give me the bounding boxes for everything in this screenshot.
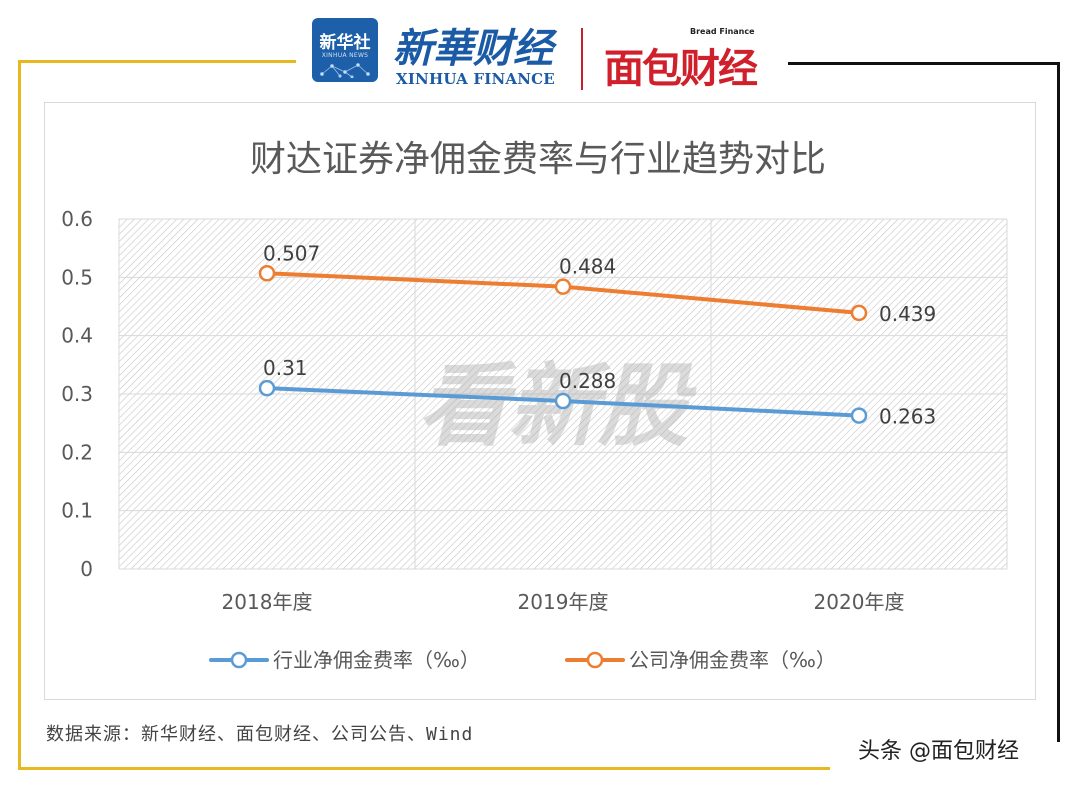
xinhua-badge-text: 新华社 [319,33,371,53]
y-axis-ticks: 0 0.1 0.2 0.3 0.4 0.5 0.6 [61,207,93,581]
data-source-note: 数据来源：新华财经、面包财经、公司公告、Wind [46,724,474,745]
xinhua-news-logo: 新华社 XINHUA NEWS [312,18,378,82]
y-tick-label: 0.3 [61,382,93,406]
y-tick-label: 0.1 [61,499,93,523]
data-point [850,407,868,424]
y-tick-label: 0.5 [61,265,93,289]
data-point [258,265,276,282]
series-group: 0.31 0.288 0.263 0.507 0.484 0.439 [258,241,936,429]
x-tick-label: 2018年度 [222,590,313,614]
legend: 行业净佣金费率（‰） 公司净佣金费率（‰） [209,648,836,672]
xinhua-badge-en: XINHUA NEWS [321,52,369,59]
x-axis-ticks: 2018年度 2019年度 2020年度 [222,590,905,614]
data-label: 0.263 [879,405,936,429]
data-point [554,278,572,295]
data-point [850,304,868,322]
bread-finance-logo: 面包财经 [604,46,758,92]
legend-swatch-marker [230,651,248,669]
frame-right-line [1057,62,1060,742]
chart-svg: 财达证券净佣金费率与行业趋势对比 看新股 00.10.20.30.40.50.6… [61,139,1008,672]
x-tick-label: 2020年度 [814,590,905,614]
y-tick-label: 0.4 [61,324,93,348]
chart-panel: 财达证券净佣金费率与行业趋势对比 看新股 0 0.1 0.2 0.3 0.4 0.5 0.6… [44,102,1036,700]
frame-bottom-line [18,767,830,770]
data-point [258,379,276,397]
data-label: 0.31 [263,356,308,380]
data-label: 0.507 [263,241,320,265]
xinhua-finance-logo: 新華财经 [393,25,553,72]
data-point [554,392,572,410]
data-label: 0.288 [559,369,616,393]
chart-title: 财达证券净佣金费率与行业趋势对比 [250,139,826,180]
logo-divider [581,28,583,90]
platform-watermark: 头条 @面包财经 [858,739,1019,764]
y-tick-label: 0.6 [61,207,93,231]
network-icon [320,63,370,78]
bread-finance-en: Bread Finance [690,27,755,36]
legend-label: 公司净佣金费率（‰） [629,648,836,672]
frame-top-left-line [18,60,296,63]
legend-label: 行业净佣金费率（‰） [273,648,480,672]
x-tick-label: 2019年度 [518,590,609,614]
data-label: 0.484 [559,255,616,279]
xinhua-finance-en: XINHUA FINANCE [396,70,555,88]
data-label: 0.439 [879,302,936,326]
frame-top-right-line [788,62,1060,65]
legend-swatch-marker [586,651,604,669]
y-tick-label: 0 [80,557,93,581]
y-tick-label: 0.2 [61,440,93,464]
frame-left-line [18,60,21,770]
